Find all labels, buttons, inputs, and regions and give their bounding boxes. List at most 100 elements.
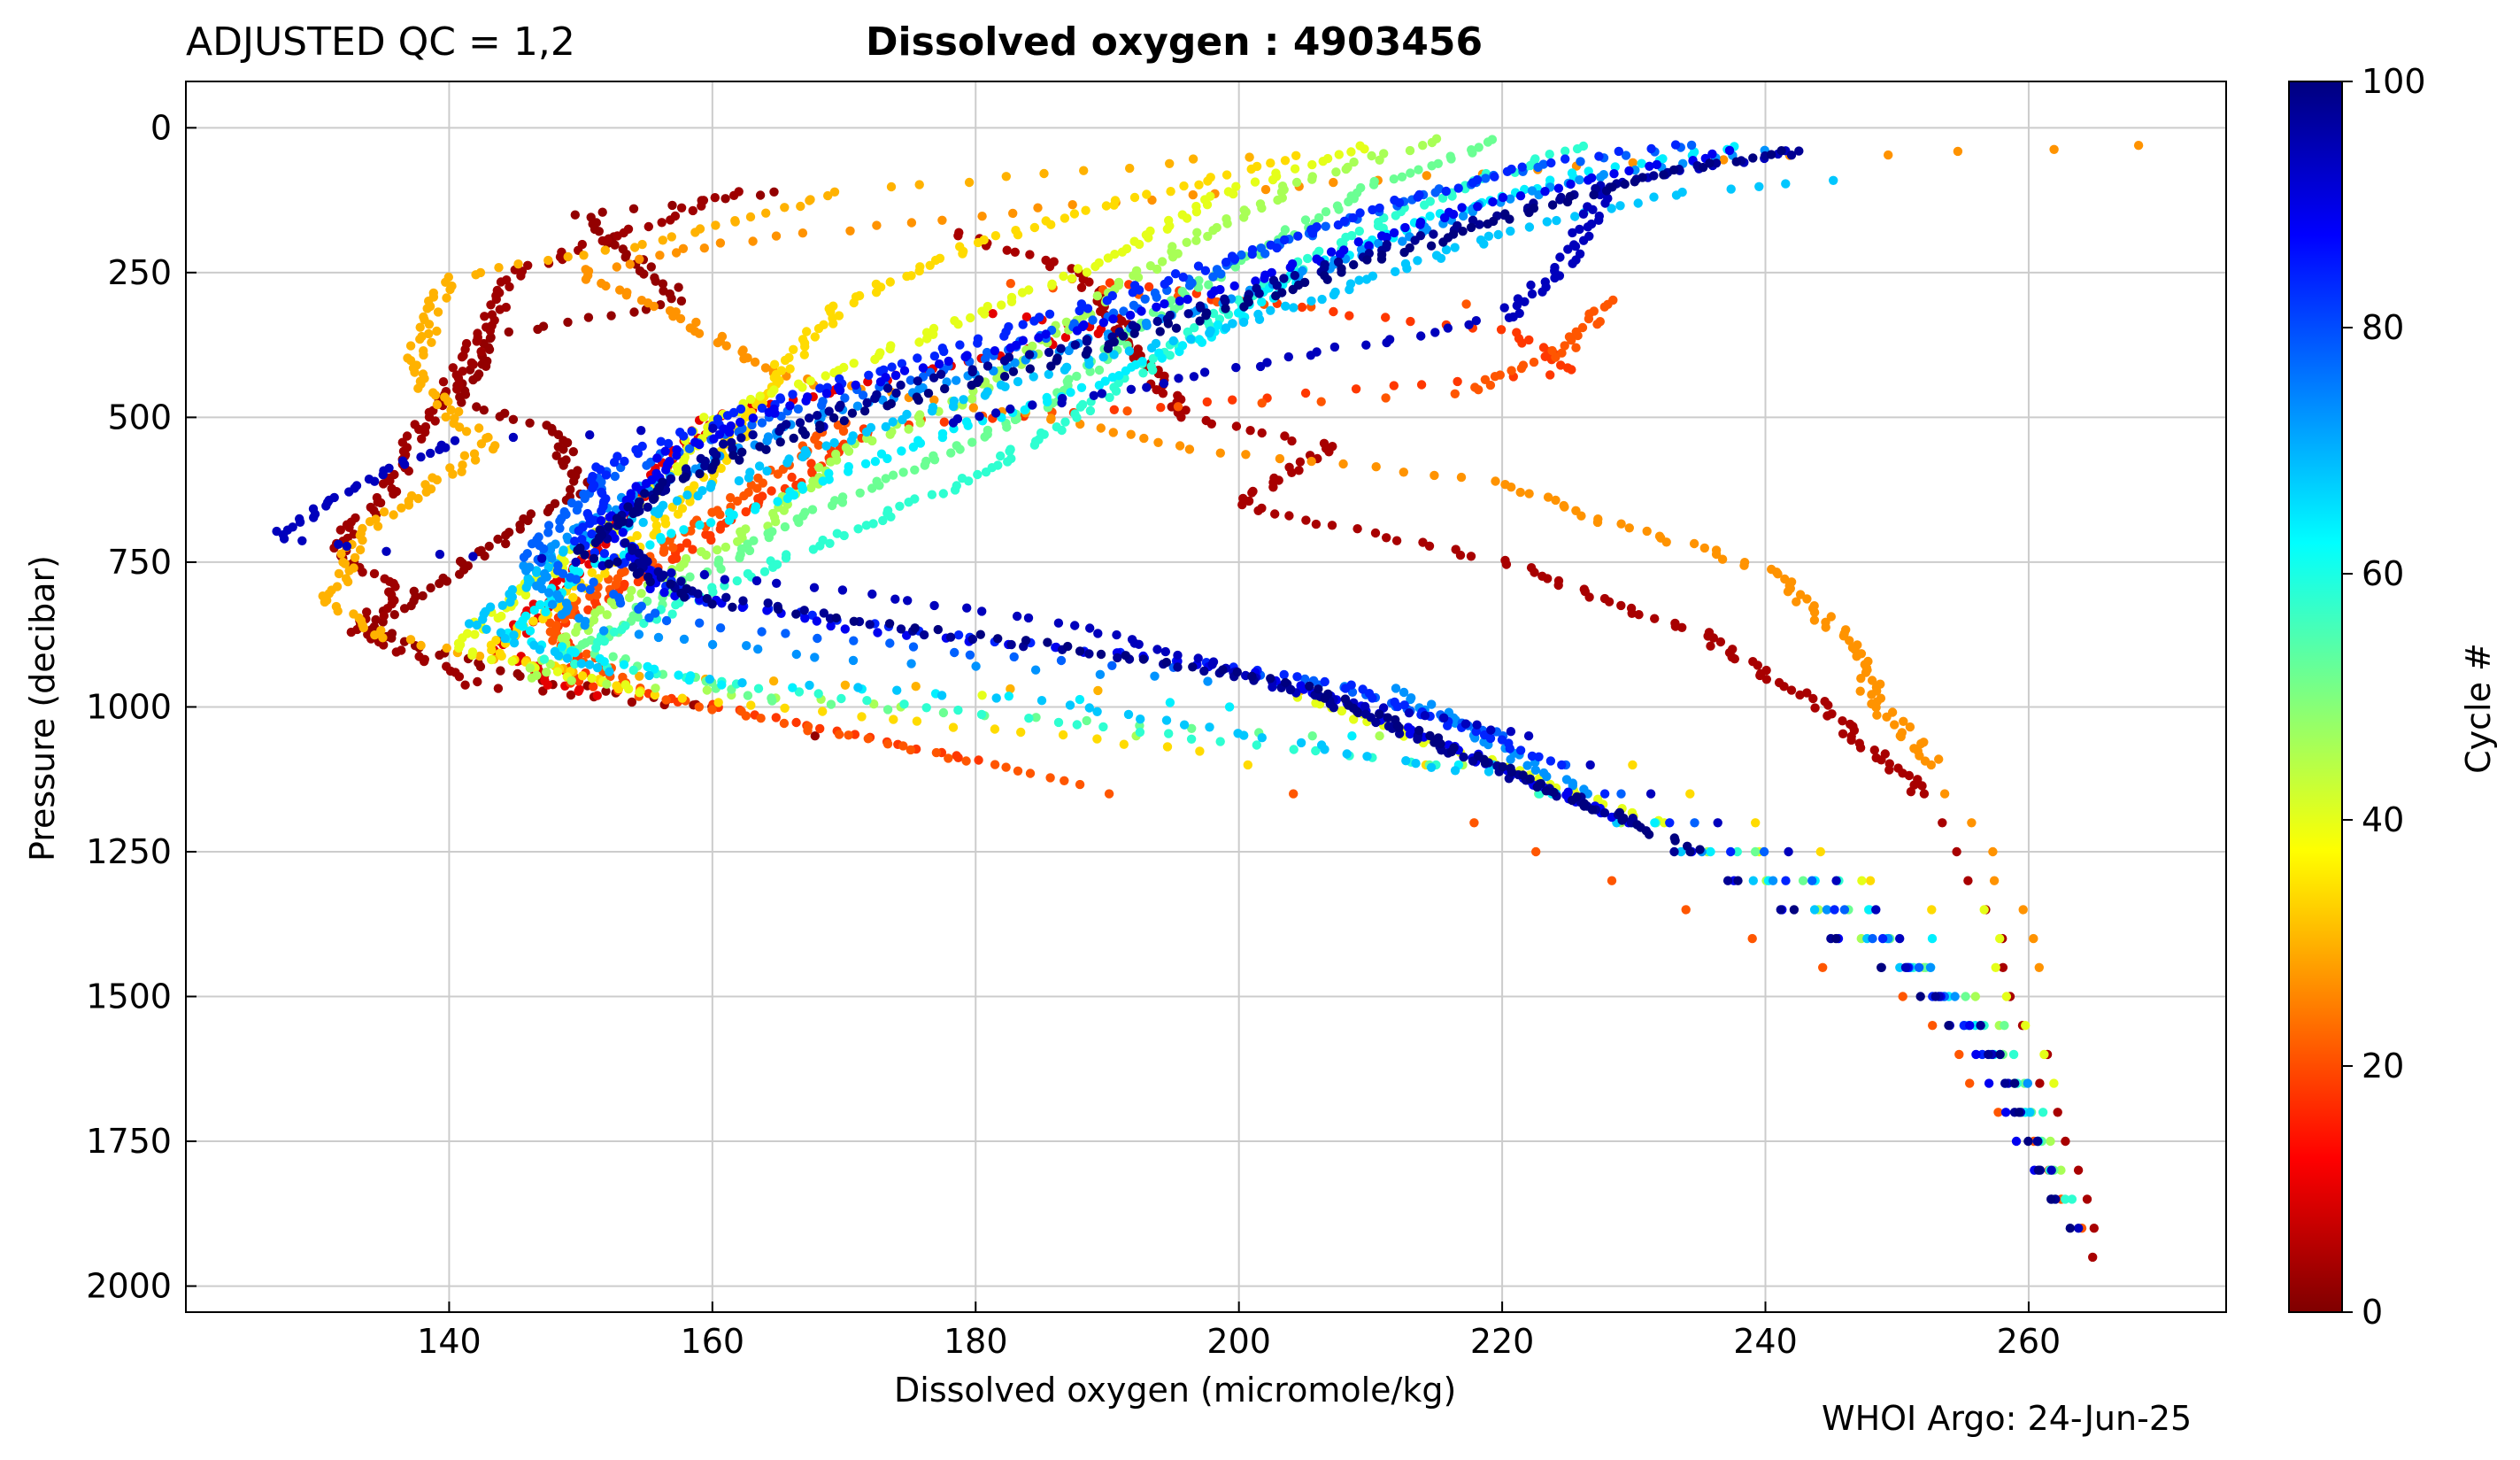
data-point: [1686, 140, 1697, 151]
data-point: [1239, 212, 1249, 222]
data-point: [1164, 729, 1174, 738]
data-point: [785, 364, 795, 374]
data-point: [1600, 198, 1610, 208]
data-point: [494, 263, 504, 273]
data-point: [1021, 636, 1031, 645]
data-point: [741, 506, 751, 517]
data-point: [1268, 483, 1278, 492]
data-point: [1490, 172, 1499, 182]
plot-frame: [185, 81, 2227, 1313]
data-point: [1794, 146, 1804, 156]
data-point: [1748, 876, 1759, 885]
data-point: [1006, 684, 1015, 694]
data-point: [896, 624, 906, 634]
data-point: [1502, 166, 1513, 176]
data-point: [435, 444, 444, 454]
data-point: [371, 614, 381, 625]
data-point: [1567, 365, 1576, 375]
data-point: [2035, 1078, 2045, 1088]
data-point: [587, 673, 597, 684]
data-point: [633, 448, 643, 459]
data-point: [1963, 876, 1973, 885]
data-point: [1555, 252, 1565, 262]
data-point: [1354, 226, 1365, 236]
data-point: [1245, 426, 1255, 436]
data-point: [699, 569, 710, 580]
data-point: [1352, 524, 1362, 534]
data-point: [1483, 219, 1492, 229]
data-point: [990, 724, 1000, 734]
data-point: [1056, 655, 1067, 666]
data-point: [667, 200, 677, 211]
data-point: [1004, 691, 1014, 701]
data-point: [659, 588, 669, 598]
data-point: [1112, 630, 1121, 640]
data-point: [1065, 700, 1075, 710]
data-point: [708, 587, 718, 597]
data-point: [1105, 392, 1114, 403]
data-point: [309, 513, 319, 522]
data-point: [1006, 343, 1015, 353]
data-point: [1485, 380, 1496, 390]
data-point: [636, 589, 646, 599]
data-point: [1300, 674, 1310, 684]
data-point: [695, 618, 705, 628]
data-point: [953, 753, 963, 762]
data-point: [687, 427, 697, 436]
data-point: [1338, 459, 1348, 469]
data-point: [636, 426, 646, 436]
data-point: [757, 627, 767, 637]
data-point: [1016, 727, 1026, 738]
data-point: [362, 607, 372, 617]
data-point: [1815, 846, 1825, 857]
data-point: [707, 599, 717, 609]
data-point: [1039, 168, 1049, 179]
data-point: [737, 447, 747, 457]
data-point: [1349, 259, 1359, 270]
data-point: [1197, 337, 1207, 347]
data-point: [1081, 350, 1091, 359]
data-point: [1534, 752, 1544, 761]
data-point: [454, 643, 464, 653]
data-point: [1540, 187, 1550, 197]
data-point: [505, 597, 515, 607]
data-point: [1466, 552, 1476, 561]
data-point: [1107, 660, 1117, 670]
data-point: [882, 453, 892, 464]
data-point: [1568, 259, 1577, 268]
data-point: [964, 476, 974, 486]
data-point: [658, 236, 667, 245]
data-point: [1206, 419, 1217, 429]
data-point: [555, 523, 565, 533]
data-point: [1375, 155, 1384, 165]
data-point: [1029, 316, 1039, 326]
data-point: [1088, 315, 1098, 325]
data-point: [676, 296, 687, 306]
data-point: [454, 672, 465, 682]
data-point: [525, 626, 536, 636]
data-point: [458, 460, 467, 470]
data-point: [1375, 203, 1384, 213]
data-point: [1599, 302, 1610, 312]
data-point: [495, 412, 505, 421]
data-point: [1453, 376, 1462, 387]
data-point: [1070, 340, 1081, 350]
data-point: [557, 642, 567, 652]
data-point: [1575, 224, 1584, 235]
data-point: [1506, 727, 1516, 737]
data-point: [712, 450, 721, 460]
data-point: [849, 616, 859, 626]
data-point: [699, 243, 709, 253]
data-point: [1748, 153, 1758, 163]
data-point: [1069, 209, 1080, 219]
data-point: [1175, 346, 1184, 357]
data-point: [1493, 229, 1503, 240]
data-point: [1453, 183, 1463, 193]
data-point: [1483, 137, 1493, 147]
data-point: [1221, 323, 1231, 333]
data-point: [1084, 703, 1095, 713]
data-point: [2056, 1165, 2066, 1175]
data-point: [895, 501, 905, 511]
y-tick-label: 0: [150, 108, 172, 147]
